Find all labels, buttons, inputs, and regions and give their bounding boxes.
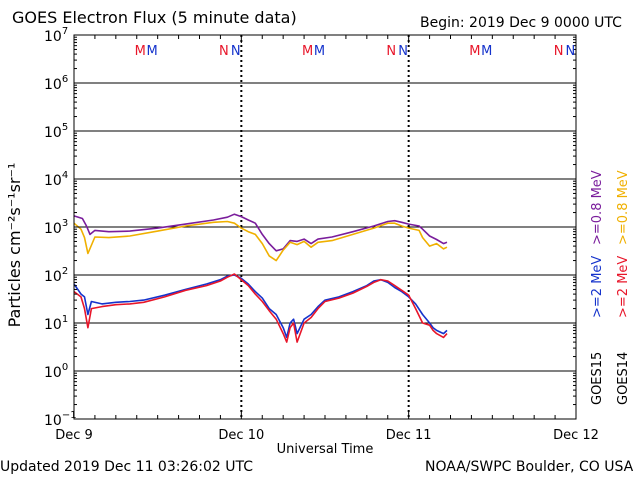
mn-marker-label: M	[481, 44, 492, 59]
mn-marker-label: M	[314, 44, 325, 59]
mn-marker-label: N	[231, 44, 241, 59]
legend-goes14-08mev: >=0.8 MeV	[616, 170, 631, 245]
y-tick-label: 104	[44, 170, 68, 189]
legend: GOES15 GOES14 >=2 MeV >=2 MeV >=0.8 MeV >=0.8…	[590, 170, 631, 405]
mn-marker-label: M	[302, 44, 313, 59]
series-line	[73, 274, 448, 339]
chart-title: GOES Electron Flux (5 minute data)	[12, 8, 297, 27]
updated-timestamp: Updated 2019 Dec 11 03:26:02 UTC	[0, 459, 254, 475]
legend-goes14-2mev: >=2 MeV	[616, 256, 631, 318]
y-tick-label: 105	[44, 122, 68, 141]
mn-marker-label: N	[566, 44, 576, 59]
x-axis-label: Universal Time	[277, 442, 374, 457]
y-tick-label: 103	[44, 218, 68, 237]
legend-goes14-label: GOES14	[616, 352, 631, 405]
legend-goes15-label: GOES15	[590, 352, 605, 405]
series-line	[73, 213, 448, 252]
y-tick-label: 100	[44, 362, 68, 381]
mn-marker-label: M	[146, 44, 157, 59]
mn-marker-label: N	[386, 44, 396, 59]
mn-marker-label: N	[398, 44, 408, 59]
y-tick-label: 10−1	[44, 410, 77, 429]
mn-marker-label: M	[469, 44, 480, 59]
x-tick-label: Dec 10	[218, 428, 264, 443]
mn-marker-label: M	[135, 44, 146, 59]
series-line	[73, 220, 448, 262]
series-lines	[73, 213, 448, 343]
y-axis-label: Particles cm⁻²s⁻¹sr⁻¹	[5, 163, 24, 328]
mn-marker-label: N	[219, 44, 229, 59]
begin-time: Begin: 2019 Dec 9 0000 UTC	[420, 15, 622, 31]
x-tick-label: Dec 9	[55, 428, 93, 443]
y-tick-label: 107	[44, 26, 68, 45]
y-tick-label: 106	[44, 74, 68, 93]
credit-text: NOAA/SWPC Boulder, CO USA	[425, 459, 634, 475]
x-tick-label: Dec 11	[386, 428, 432, 443]
series-line	[73, 273, 448, 343]
legend-goes15-08mev: >=0.8 MeV	[590, 170, 605, 245]
x-tick-label: Dec 12	[553, 428, 599, 443]
legend-goes15-2mev: >=2 MeV	[590, 256, 605, 318]
y-tick-label: 101	[44, 314, 68, 333]
y-tick-label: 102	[44, 266, 68, 285]
mn-marker-label: N	[554, 44, 564, 59]
grid-lines	[74, 35, 576, 419]
